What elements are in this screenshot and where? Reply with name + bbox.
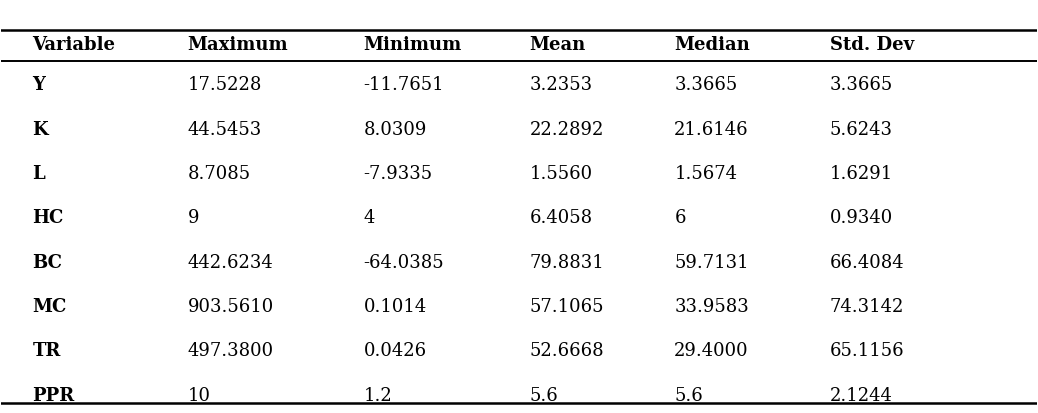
Text: 1.5560: 1.5560: [529, 165, 593, 183]
Text: MC: MC: [32, 298, 66, 316]
Text: 33.9583: 33.9583: [675, 298, 749, 316]
Text: 5.6243: 5.6243: [829, 121, 893, 139]
Text: 22.2892: 22.2892: [529, 121, 604, 139]
Text: TR: TR: [32, 342, 61, 360]
Text: HC: HC: [32, 209, 63, 228]
Text: 17.5228: 17.5228: [188, 76, 263, 95]
Text: 29.4000: 29.4000: [675, 342, 748, 360]
Text: Median: Median: [675, 36, 750, 55]
Text: -11.7651: -11.7651: [363, 76, 444, 95]
Text: 59.7131: 59.7131: [675, 254, 748, 272]
Text: K: K: [32, 121, 48, 139]
Text: 9: 9: [188, 209, 199, 228]
Text: 2.1244: 2.1244: [829, 387, 893, 405]
Text: 8.7085: 8.7085: [188, 165, 251, 183]
Text: 5.6: 5.6: [529, 387, 558, 405]
Text: Y: Y: [32, 76, 46, 95]
Text: Mean: Mean: [529, 36, 585, 55]
Text: 903.5610: 903.5610: [188, 298, 274, 316]
Text: 5.6: 5.6: [675, 387, 703, 405]
Text: 3.3665: 3.3665: [829, 76, 893, 95]
Text: -64.0385: -64.0385: [363, 254, 444, 272]
Text: Std. Dev: Std. Dev: [829, 36, 913, 55]
Text: 4: 4: [363, 209, 375, 228]
Text: 0.1014: 0.1014: [363, 298, 427, 316]
Text: 10: 10: [188, 387, 211, 405]
Text: 57.1065: 57.1065: [529, 298, 604, 316]
Text: 1.2: 1.2: [363, 387, 392, 405]
Text: 3.2353: 3.2353: [529, 76, 593, 95]
Text: 44.5453: 44.5453: [188, 121, 262, 139]
Text: 442.6234: 442.6234: [188, 254, 273, 272]
Text: 1.5674: 1.5674: [675, 165, 737, 183]
Text: 21.6146: 21.6146: [675, 121, 748, 139]
Text: Maximum: Maximum: [188, 36, 289, 55]
Text: 3.3665: 3.3665: [675, 76, 738, 95]
Text: 79.8831: 79.8831: [529, 254, 604, 272]
Text: 52.6668: 52.6668: [529, 342, 604, 360]
Text: 66.4084: 66.4084: [829, 254, 904, 272]
Text: 6.4058: 6.4058: [529, 209, 593, 228]
Text: 65.1156: 65.1156: [829, 342, 904, 360]
Text: PPR: PPR: [32, 387, 75, 405]
Text: 6: 6: [675, 209, 686, 228]
Text: L: L: [32, 165, 46, 183]
Text: 74.3142: 74.3142: [829, 298, 904, 316]
Text: Variable: Variable: [32, 36, 115, 55]
Text: BC: BC: [32, 254, 62, 272]
Text: 8.0309: 8.0309: [363, 121, 427, 139]
Text: 0.0426: 0.0426: [363, 342, 427, 360]
Text: Minimum: Minimum: [363, 36, 462, 55]
Text: 1.6291: 1.6291: [829, 165, 893, 183]
Text: -7.9335: -7.9335: [363, 165, 433, 183]
Text: 0.9340: 0.9340: [829, 209, 893, 228]
Text: 497.3800: 497.3800: [188, 342, 274, 360]
